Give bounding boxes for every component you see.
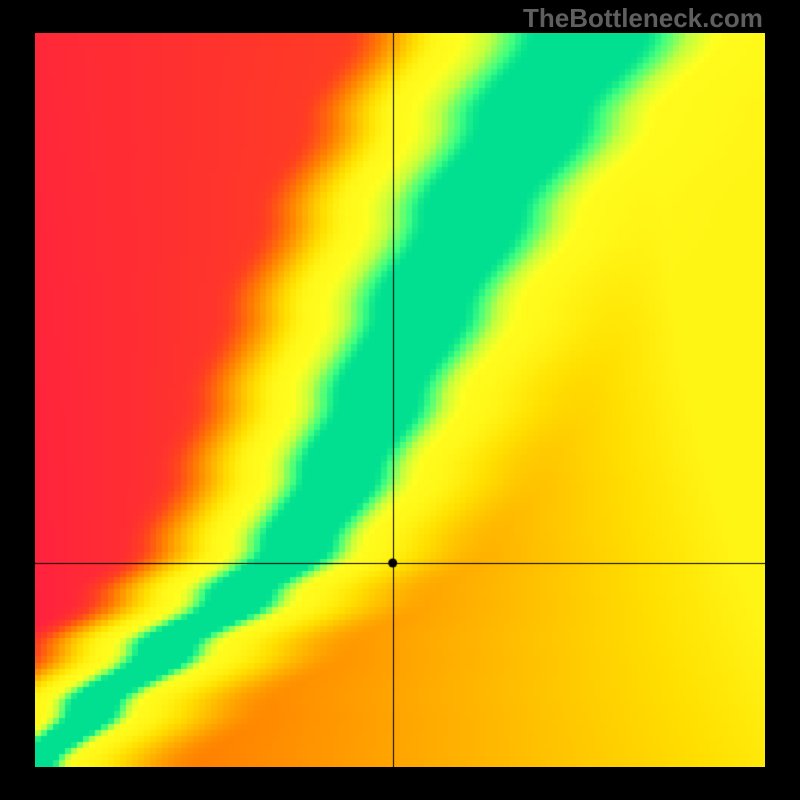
heatmap-canvas xyxy=(35,33,765,767)
chart-container: TheBottleneck.com xyxy=(0,0,800,800)
watermark-text: TheBottleneck.com xyxy=(523,3,763,34)
